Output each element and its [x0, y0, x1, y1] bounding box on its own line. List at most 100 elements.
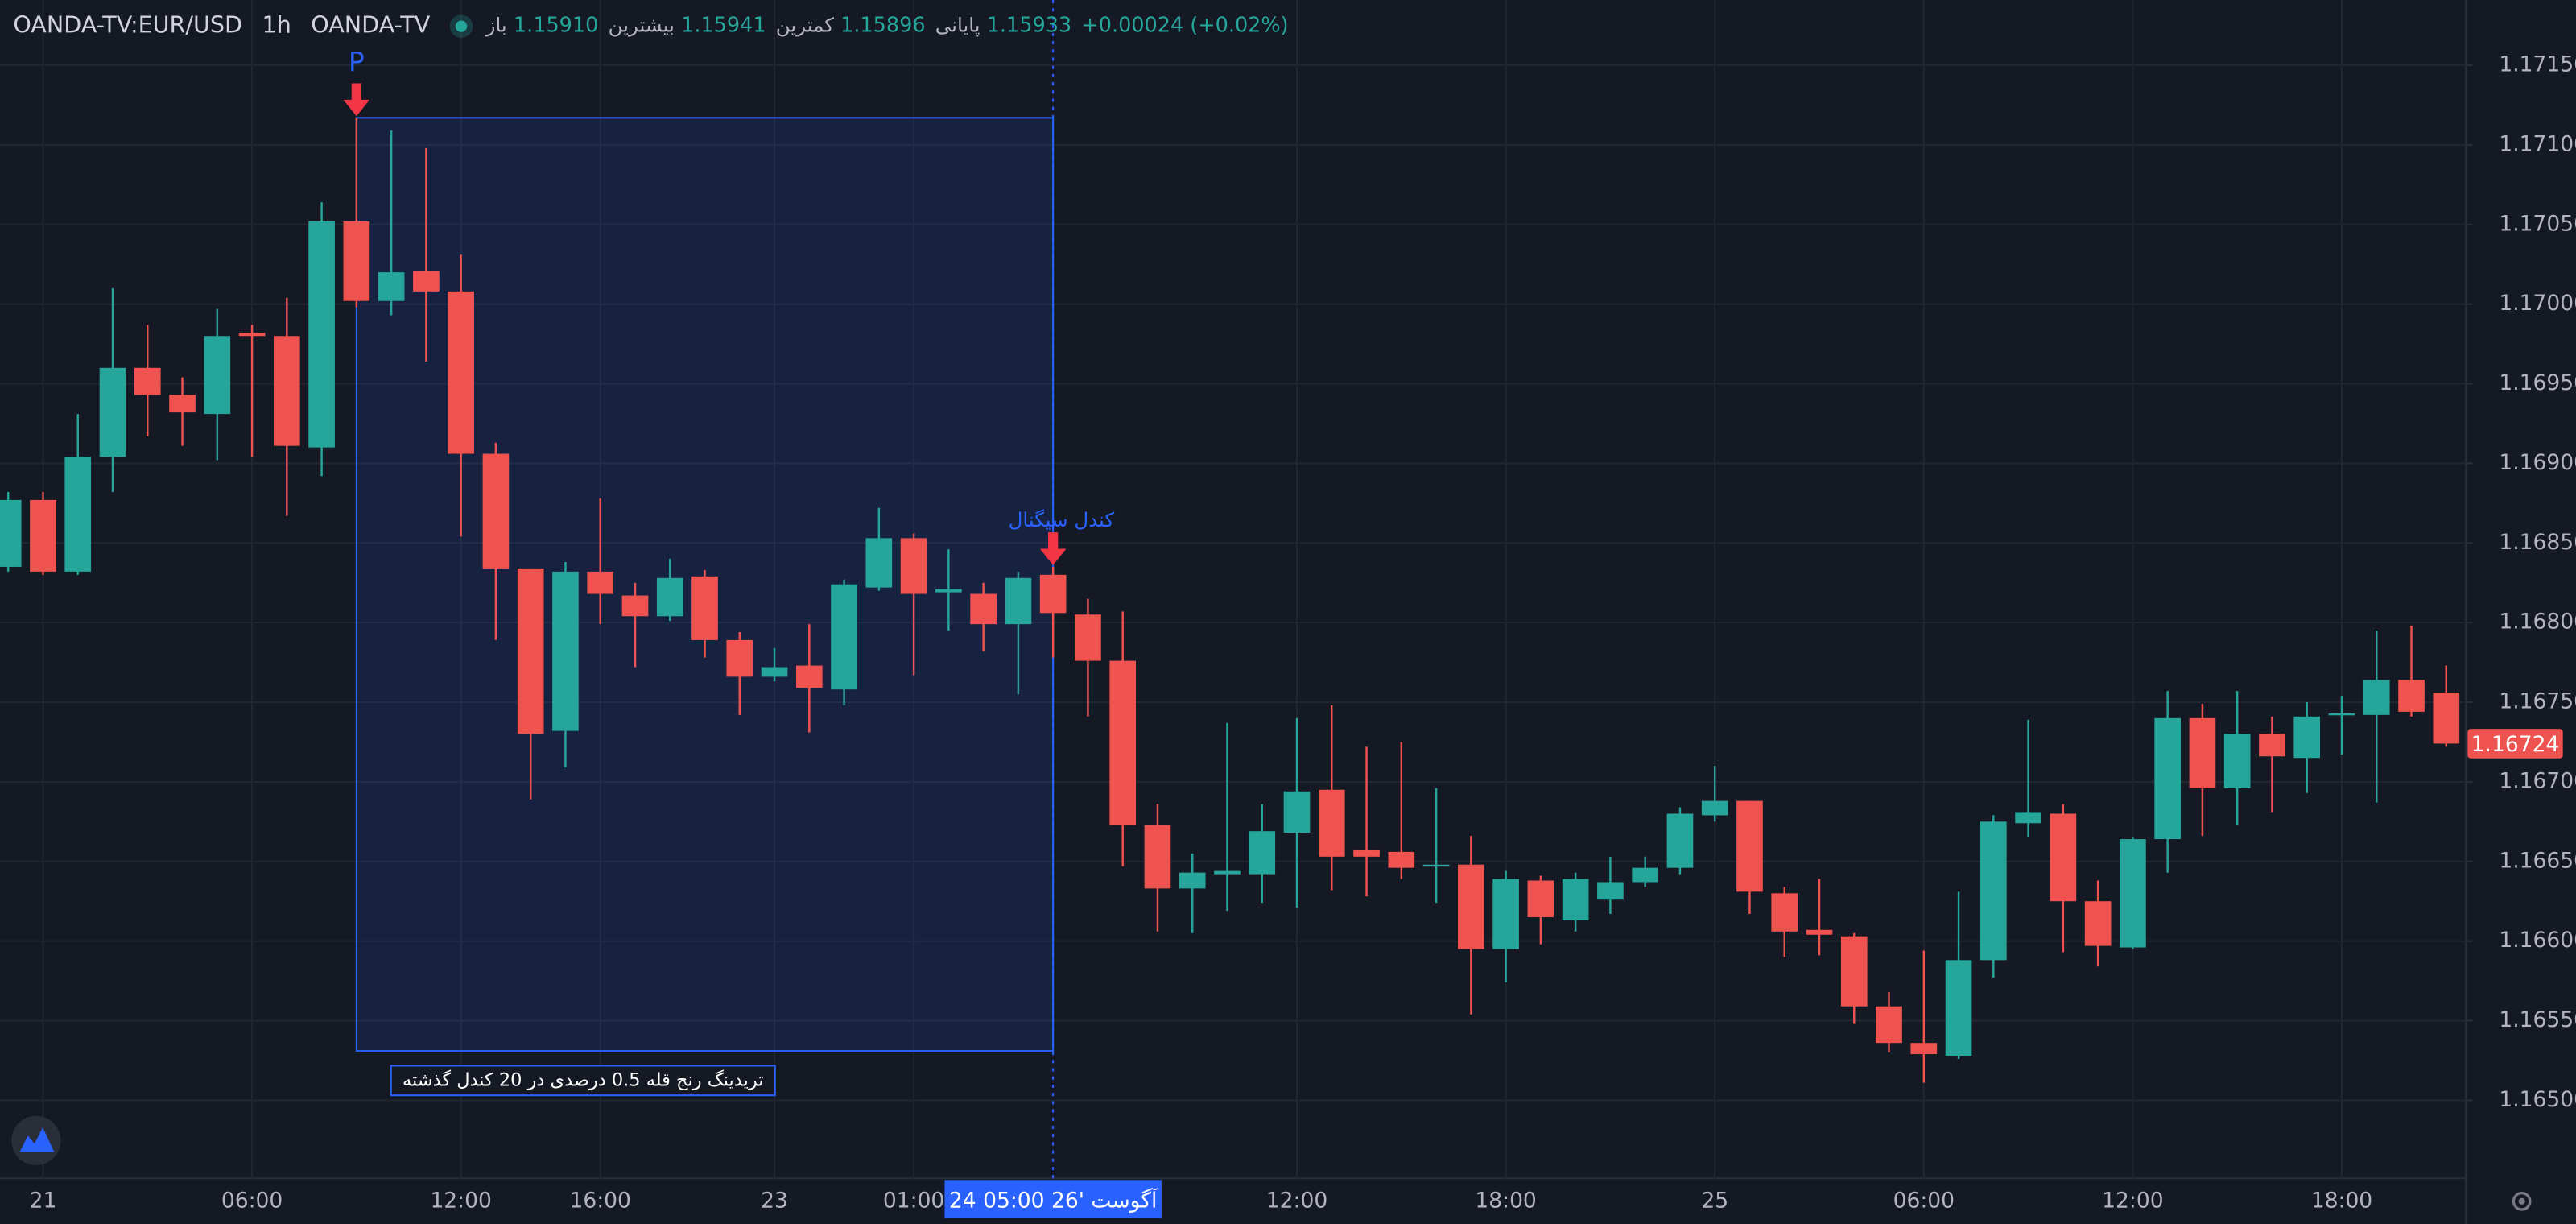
- candle-body: [1075, 614, 1101, 661]
- y-tick-label: 1.16700: [2499, 768, 2576, 793]
- candle-body: [587, 571, 614, 594]
- x-tick-label: 12:00: [1266, 1188, 1327, 1213]
- candle-body: [726, 639, 753, 677]
- overlay: تریدینگ رنج قله 0.5 درصدی در 20 کندل گذش…: [343, 47, 1115, 1097]
- x-tick-label: 21: [30, 1188, 57, 1213]
- candle-body: [1980, 821, 2007, 961]
- x-tick-label: 01:00: [883, 1188, 944, 1213]
- y-tick-label: 1.16600: [2499, 928, 2576, 953]
- marker-label: کندل سیگنال: [1009, 508, 1115, 531]
- candle-body: [1840, 936, 1868, 1007]
- candle-body: [2223, 734, 2251, 788]
- candle-body: [30, 499, 56, 572]
- logo-icon: [19, 1127, 55, 1152]
- marker-arrow: [343, 83, 370, 117]
- settings-icon-center: [2518, 1197, 2525, 1205]
- candles: [0, 118, 2460, 1083]
- candle-body: [691, 576, 718, 640]
- candle-body: [795, 665, 823, 688]
- candle-body: [2120, 839, 2146, 948]
- candle-body: [1422, 864, 1450, 867]
- candle-body: [1249, 831, 1276, 875]
- candle-body: [900, 538, 927, 594]
- candle-body: [1388, 851, 1415, 868]
- crosshair-time-box: [944, 1180, 1162, 1218]
- interval: 1h: [262, 11, 291, 39]
- candle-body: [865, 538, 893, 588]
- ohlc-label: پایانی: [935, 14, 980, 37]
- candle-body: [1318, 789, 1345, 857]
- candle-body: [1736, 800, 1763, 892]
- candle-body: [1666, 813, 1694, 868]
- last-price-tag: [2467, 729, 2563, 759]
- x-tick-label: 18:00: [1475, 1188, 1536, 1213]
- candle-body: [1945, 960, 1972, 1057]
- y-tick-label: 1.17000: [2499, 291, 2576, 316]
- y-tick-label: 1.17050: [2499, 211, 2576, 236]
- settings-icon[interactable]: [2512, 1192, 2532, 1211]
- candle-body: [1353, 850, 1380, 857]
- marker-label: P: [349, 47, 365, 77]
- header: OANDA-TV:EUR/USD 1h OANDA-TV باز 1.15910 بیشت…: [13, 11, 1288, 39]
- candle-body: [204, 336, 231, 415]
- candle-body: [1109, 660, 1137, 825]
- candle-body: [2154, 717, 2181, 840]
- candle-body: [2328, 713, 2355, 716]
- source: OANDA-TV: [311, 11, 430, 39]
- candle-body: [238, 333, 266, 337]
- candle-body: [169, 395, 196, 413]
- y-tick-label: 1.16750: [2499, 689, 2576, 714]
- ohlc-label: باز: [485, 14, 507, 37]
- candle-body: [1701, 800, 1728, 816]
- candle-body: [656, 577, 683, 617]
- y-tick-label: 1.16900: [2499, 450, 2576, 475]
- candle-body: [2084, 901, 2112, 946]
- status-dot: [455, 20, 468, 32]
- candle-body: [1144, 825, 1171, 889]
- y-tick-label: 1.17100: [2499, 131, 2576, 156]
- candle-body: [134, 367, 161, 395]
- candle-body: [1039, 574, 1067, 614]
- last-price-label: 1.16724: [2471, 732, 2560, 757]
- candle-body: [274, 336, 300, 446]
- y-tick-label: 1.16500: [2499, 1087, 2576, 1112]
- y-tick-label: 1.17150: [2499, 52, 2576, 77]
- candle-body: [1492, 879, 1519, 949]
- candle-body: [1771, 893, 1798, 932]
- candle-body: [1562, 879, 1589, 920]
- crosshair-time-label: 24 آگوست '26 05:00: [949, 1187, 1158, 1213]
- candle-body: [970, 593, 997, 625]
- candle-body: [0, 499, 22, 567]
- candle-body: [2259, 734, 2285, 757]
- candle-body: [2015, 812, 2041, 824]
- x-tick-label: 12:00: [430, 1188, 491, 1213]
- candle-body: [2363, 680, 2390, 715]
- candle-body: [99, 367, 126, 457]
- candle-body: [1005, 577, 1032, 625]
- ohlc-label: کمترین: [776, 14, 834, 37]
- candle-body: [761, 667, 788, 677]
- y-tick-label: 1.16850: [2499, 530, 2576, 555]
- x-tick-label: 23: [761, 1188, 788, 1213]
- candle-body: [1179, 872, 1206, 889]
- y-tick-label: 1.16950: [2499, 370, 2576, 395]
- candle-body: [448, 291, 474, 454]
- candle-body: [378, 272, 405, 301]
- candle-body: [1214, 870, 1241, 875]
- candle-body: [1632, 867, 1658, 883]
- candle-body: [1527, 880, 1554, 917]
- candle-body: [831, 584, 857, 690]
- ohlc-label: بیشترین: [609, 14, 675, 37]
- x-tick-label: 18:00: [2311, 1188, 2372, 1213]
- candle-body: [1806, 929, 1833, 935]
- candle-body: [935, 589, 962, 593]
- axes: 1.16500 1.16550 1.16600 1.16650 1.16700 1.167…: [30, 52, 2576, 1218]
- symbol: OANDA-TV:EUR/USD: [13, 11, 242, 39]
- y-tick-label: 1.16550: [2499, 1007, 2576, 1032]
- ohlc-value: 1.15910: [514, 14, 598, 38]
- marker-arrow: [1039, 532, 1067, 565]
- ohlc-change: +0.00024 (+0.02%): [1081, 14, 1288, 38]
- candle-body: [552, 571, 579, 731]
- candle-body: [2293, 716, 2321, 759]
